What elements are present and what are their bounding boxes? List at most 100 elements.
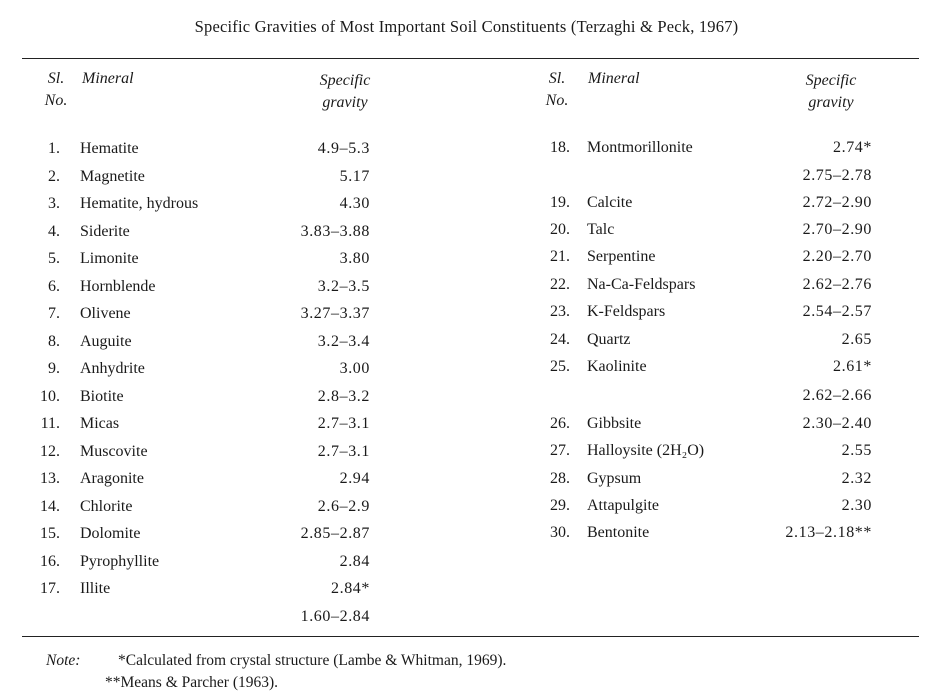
mineral-name: Halloysite (2H₂O) (587, 442, 705, 459)
row-number: 10. (40, 387, 60, 405)
row-number: 4. (48, 222, 60, 240)
note-label: Note: (46, 652, 81, 669)
specific-gravity-value: 3.00 (339, 360, 370, 377)
mineral-name: Bentonite (587, 524, 650, 541)
specific-gravity-value: 2.55 (841, 442, 872, 459)
row-number: 24. (550, 331, 570, 348)
row-number: 25. (550, 358, 570, 375)
specific-gravity-value: 2.54–2.57 (802, 303, 872, 320)
note-line-1: Note: *Calculated from crystal structure … (46, 650, 506, 672)
mineral-name: Calcite (587, 194, 633, 211)
specific-gravity-value: 5.17 (339, 167, 370, 185)
specific-gravity-value: 2.74* (833, 139, 872, 156)
mineral-name: Micas (80, 415, 120, 432)
specific-gravity-value: 2.13–2.18** (785, 524, 872, 541)
row-number: 23. (550, 303, 570, 320)
mineral-name: Hematite (80, 140, 139, 157)
row-number: 15. (40, 525, 60, 542)
row-number: 9. (48, 360, 60, 377)
specific-gravity-value: 2.61* (833, 358, 872, 375)
row-number: 7. (48, 305, 60, 322)
specific-gravity-value: 2.7–3.1 (317, 415, 370, 432)
row-number: 3. (48, 195, 60, 212)
mineral-name: Muscovite (80, 442, 148, 460)
mineral-name: Anhydrite (80, 360, 145, 377)
row-number: 20. (550, 221, 570, 238)
mineral-name: Quartz (587, 331, 631, 348)
row-number: 16. (40, 552, 60, 570)
row-number: 21. (550, 248, 570, 265)
specific-gravity-value: 4.9–5.3 (317, 140, 370, 157)
mineral-name: Pyrophyllite (80, 552, 160, 570)
mineral-name: Auguite (80, 332, 132, 350)
row-number: 22. (550, 276, 570, 293)
row-number: 19. (550, 194, 570, 211)
mineral-name: Hornblende (80, 277, 156, 295)
specific-gravity-value: 2.32 (841, 470, 872, 487)
left-header-sl-no: Sl. No. (44, 70, 68, 109)
specific-gravity-value: 2.84* (331, 580, 370, 597)
table-title: Specific Gravities of Most Important Soi… (194, 17, 739, 36)
row-number: 27. (550, 442, 570, 459)
notes: Note: *Calculated from crystal structure … (46, 650, 506, 694)
row-number: 8. (48, 332, 60, 350)
row-number: 2. (48, 167, 60, 185)
left-header-specific-gravity: Specific gravity (319, 72, 371, 111)
mineral-name: Limonite (80, 250, 139, 267)
left-header-mineral: Mineral (82, 70, 134, 87)
right-header-sl-no: Sl. No. (545, 70, 569, 109)
mineral-name: Siderite (80, 222, 130, 240)
note-text-2: **Means & Parcher (1963). (105, 674, 279, 691)
specific-gravity-value: 3.83–3.88 (300, 222, 370, 240)
top-rule (22, 58, 919, 59)
specific-gravity-value: 3.80 (339, 250, 370, 267)
mineral-name: Gypsum (587, 470, 642, 487)
note-text-1: *Calculated from crystal structure (Lamb… (118, 652, 507, 669)
mineral-name: Olivene (80, 305, 131, 322)
row-number: 29. (550, 497, 570, 514)
specific-gravity-value: 2.75–2.78 (802, 167, 872, 184)
specific-gravity-value: 3.27–3.37 (300, 305, 370, 322)
specific-gravity-value: 2.62–2.66 (802, 387, 872, 404)
specific-gravity-value: 2.7–3.1 (317, 442, 370, 460)
specific-gravity-value: 2.72–2.90 (802, 194, 872, 211)
specific-gravity-value: 2.70–2.90 (802, 221, 872, 238)
bottom-rule (22, 636, 919, 637)
mineral-name: K-Feldspars (587, 303, 666, 320)
row-number: 14. (40, 497, 60, 515)
specific-gravity-value: 2.30 (841, 497, 872, 514)
mineral-name: Biotite (80, 387, 124, 405)
mineral-name: Hematite, hydrous (80, 195, 199, 212)
specific-gravity-value: 2.84 (339, 552, 370, 570)
mineral-name: Na-Ca-Feldspars (587, 276, 696, 293)
mineral-name: Serpentine (587, 248, 656, 265)
right-header-mineral: Mineral (588, 70, 640, 87)
mineral-name: Attapulgite (587, 497, 659, 514)
mineral-name: Talc (587, 221, 615, 238)
mineral-name: Kaolinite (587, 358, 647, 375)
specific-gravity-value: 2.30–2.40 (802, 415, 872, 432)
specific-gravity-value: 4.30 (339, 195, 370, 212)
specific-gravity-value: 2.20–2.70 (802, 248, 872, 265)
mineral-name: Aragonite (80, 470, 144, 487)
row-number: 26. (550, 415, 570, 432)
mineral-name: Montmorillonite (587, 139, 693, 156)
note-line-2: **Means & Parcher (1963). (46, 672, 506, 694)
specific-gravity-value: 2.65 (841, 331, 872, 348)
mineral-name: Chlorite (80, 497, 133, 515)
row-number: 18. (550, 139, 570, 156)
specific-gravity-value: 2.85–2.87 (300, 525, 370, 542)
row-number: 12. (40, 442, 60, 460)
right-header-specific-gravity: Specific gravity (805, 72, 857, 111)
specific-gravity-value: 3.2–3.5 (317, 277, 370, 295)
mineral-name: Magnetite (80, 167, 145, 185)
specific-gravity-value: 2.94 (339, 470, 370, 487)
row-number: 11. (40, 415, 60, 432)
specific-gravity-value: 2.62–2.76 (802, 276, 872, 293)
specific-gravity-value: 3.2–3.4 (317, 332, 370, 350)
row-number: 30. (550, 524, 570, 541)
row-number: 6. (48, 277, 60, 295)
mineral-name: Gibbsite (587, 415, 642, 432)
mineral-name: Dolomite (80, 525, 141, 542)
row-number: 5. (48, 250, 60, 267)
